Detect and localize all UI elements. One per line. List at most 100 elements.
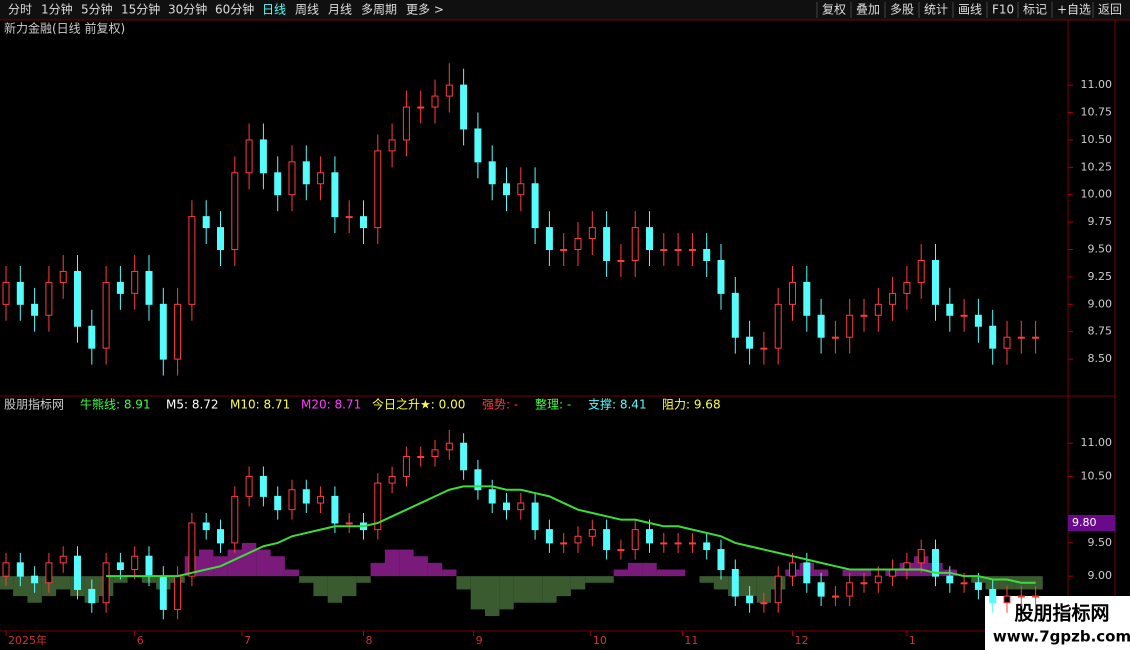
- candle: [760, 592, 768, 613]
- candle-body: [688, 542, 696, 545]
- oscillator-bar: [299, 576, 314, 583]
- toolbar-tab[interactable]: 30分钟: [168, 2, 207, 17]
- candle: [274, 156, 282, 212]
- candle-body: [917, 549, 925, 564]
- candle-body: [59, 270, 67, 283]
- candle: [45, 265, 53, 332]
- oscillator-bar: [227, 549, 242, 577]
- y-tick-label: 10.25: [1081, 160, 1113, 173]
- candle: [846, 572, 854, 607]
- toolbar-tab[interactable]: 分时: [8, 3, 32, 17]
- candle-body: [846, 314, 854, 338]
- candle: [274, 486, 282, 520]
- candle: [488, 145, 496, 201]
- toolbar-tab[interactable]: 日线: [262, 3, 286, 17]
- legend-item: 今日之升★: 0.00: [372, 397, 465, 412]
- candle: [288, 479, 296, 520]
- candle: [846, 298, 854, 354]
- candle-body: [860, 314, 868, 317]
- candle-body: [831, 336, 839, 339]
- candle-body: [202, 522, 210, 531]
- candle: [202, 200, 210, 245]
- toolbar-button[interactable]: F10: [992, 3, 1014, 17]
- toolbar-tab[interactable]: 周线: [295, 3, 319, 17]
- toolbar-button[interactable]: 返回: [1098, 3, 1122, 17]
- oscillator-bar: [542, 576, 557, 603]
- toolbar-tab[interactable]: 60分钟: [215, 2, 254, 17]
- y-tick-label: 10.50: [1081, 469, 1113, 482]
- candle: [703, 233, 711, 277]
- toolbar-tab[interactable]: 多周期: [361, 3, 397, 17]
- candle-body: [503, 183, 510, 196]
- oscillator-bar: [456, 576, 471, 590]
- candle-body: [374, 482, 382, 531]
- candle: [2, 552, 10, 587]
- candle: [88, 309, 96, 365]
- oscillator-bar: [499, 576, 514, 610]
- toolbar-tab[interactable]: 15分钟: [121, 2, 160, 17]
- candle-body: [545, 227, 553, 251]
- toolbar-button[interactable]: 叠加: [856, 3, 880, 17]
- candle: [259, 123, 267, 190]
- candle: [174, 287, 182, 376]
- toolbar-tab[interactable]: 5分钟: [81, 2, 113, 17]
- candle-body: [932, 259, 939, 305]
- candle-body: [445, 442, 453, 451]
- oscillator-bar: [713, 576, 729, 590]
- toolbar-button[interactable]: 画线: [958, 3, 982, 17]
- candle: [817, 572, 825, 607]
- candle: [631, 519, 639, 560]
- candle-body: [16, 562, 24, 577]
- candle: [431, 439, 439, 467]
- x-tick-label: 6: [137, 634, 144, 647]
- candle: [31, 566, 39, 593]
- toolbar-button[interactable]: 多股: [890, 3, 914, 17]
- candle-body: [302, 489, 310, 504]
- toolbar-tab[interactable]: 1分钟: [41, 2, 73, 17]
- toolbar-button[interactable]: +自选: [1057, 3, 1091, 17]
- candle-body: [574, 238, 582, 251]
- candle: [460, 68, 468, 146]
- oscillator-bar: [470, 576, 486, 610]
- candle: [731, 276, 739, 354]
- candle-body: [1017, 595, 1025, 598]
- candle: [131, 546, 139, 580]
- candle-body: [217, 227, 224, 251]
- candle: [531, 167, 539, 245]
- candle-body: [417, 455, 425, 458]
- candle-body: [145, 270, 153, 305]
- y-tick-label: 11.00: [1081, 436, 1113, 449]
- legend-item: 强势: -: [482, 398, 518, 412]
- candle-body: [74, 555, 81, 590]
- candle-body: [774, 303, 782, 349]
- candle-body: [2, 562, 10, 577]
- toolbar-button[interactable]: 标记: [1023, 3, 1047, 17]
- toolbar-button[interactable]: 统计: [924, 3, 948, 17]
- oscillator-bar: [1028, 576, 1043, 590]
- candle: [188, 200, 196, 321]
- candle: [245, 466, 253, 507]
- candle-body: [774, 575, 782, 604]
- y-tick-label: 10.50: [1081, 133, 1113, 146]
- candle: [789, 552, 796, 587]
- candle: [588, 519, 596, 547]
- oscillator-bar: [56, 576, 71, 590]
- candle-body: [345, 522, 353, 525]
- candle-body: [159, 303, 167, 360]
- candle-body: [631, 227, 639, 261]
- candle: [445, 63, 453, 113]
- candle-body: [116, 562, 124, 571]
- candle: [946, 287, 954, 332]
- candle-body: [245, 475, 253, 497]
- toolbar-tab[interactable]: 月线: [328, 3, 352, 17]
- toolbar-tab[interactable]: 更多 >: [406, 3, 444, 17]
- candle-body: [1032, 595, 1040, 598]
- candle-body: [88, 325, 96, 349]
- candle: [345, 513, 353, 533]
- candle: [460, 433, 468, 480]
- toolbar-button[interactable]: 复权: [822, 3, 846, 17]
- candle: [145, 255, 153, 321]
- candle: [31, 287, 39, 332]
- candle: [16, 265, 24, 321]
